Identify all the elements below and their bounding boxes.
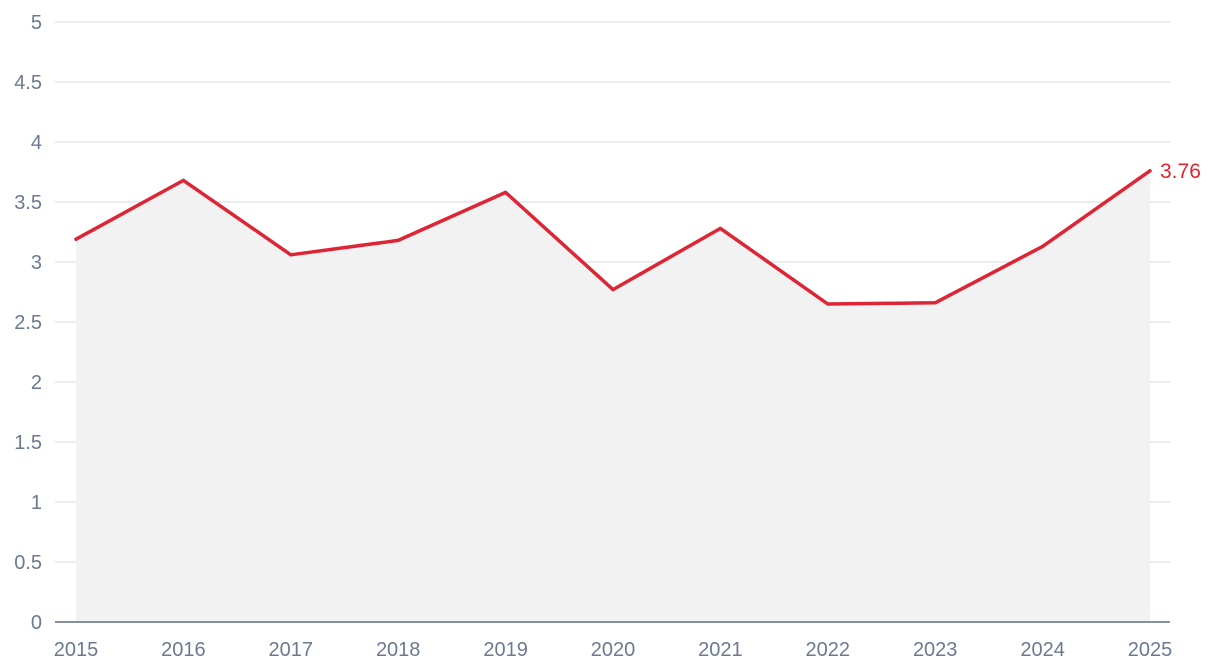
- x-tick-label: 2020: [591, 639, 636, 661]
- data-point: [718, 226, 723, 230]
- data-point: [396, 238, 400, 242]
- data-point: [611, 288, 615, 292]
- y-tick-label: 5: [31, 12, 42, 34]
- data-point: [933, 301, 937, 305]
- x-tick-label: 2024: [1020, 639, 1065, 661]
- data-point: [289, 253, 293, 257]
- x-tick-label: 2015: [54, 639, 99, 661]
- y-tick-label: 1: [31, 492, 42, 514]
- end-value-label: 3.76: [1160, 160, 1201, 183]
- y-tick-label: 3: [31, 252, 42, 274]
- x-tick-label: 2016: [161, 639, 206, 661]
- data-point: [181, 178, 185, 182]
- x-tick-label: 2017: [269, 639, 314, 661]
- x-tick-label: 2025: [1128, 639, 1173, 661]
- line-layer: [74, 169, 1152, 306]
- data-point: [1148, 169, 1152, 173]
- y-tick-label: 3.5: [14, 192, 42, 214]
- x-tick-label: 2023: [913, 639, 958, 661]
- data-point: [1041, 244, 1045, 248]
- y-tick-label: 4: [31, 132, 42, 154]
- y-tick-label: 2: [31, 372, 42, 394]
- y-tick-label: 2.5: [14, 312, 42, 334]
- y-tick-label: 0: [31, 612, 42, 634]
- series-area: [76, 170, 1150, 623]
- label-layer: 0 0.5 1 1.5 2 2.5 3 3.5 4 4.5 5 2015 2016 2017 2018 201…: [14, 12, 1201, 661]
- x-tick-label: 2018: [376, 639, 421, 661]
- y-tick-label: 4.5: [14, 72, 42, 94]
- data-point: [826, 302, 830, 306]
- area-layer: [76, 170, 1150, 623]
- y-tick-label: 0.5: [14, 552, 42, 574]
- data-point: [504, 190, 508, 194]
- data-point: [74, 237, 78, 241]
- y-tick-label: 1.5: [14, 432, 42, 454]
- x-tick-label: 2022: [806, 639, 851, 661]
- x-tick-label: 2019: [483, 639, 528, 661]
- x-tick-label: 2021: [698, 639, 743, 661]
